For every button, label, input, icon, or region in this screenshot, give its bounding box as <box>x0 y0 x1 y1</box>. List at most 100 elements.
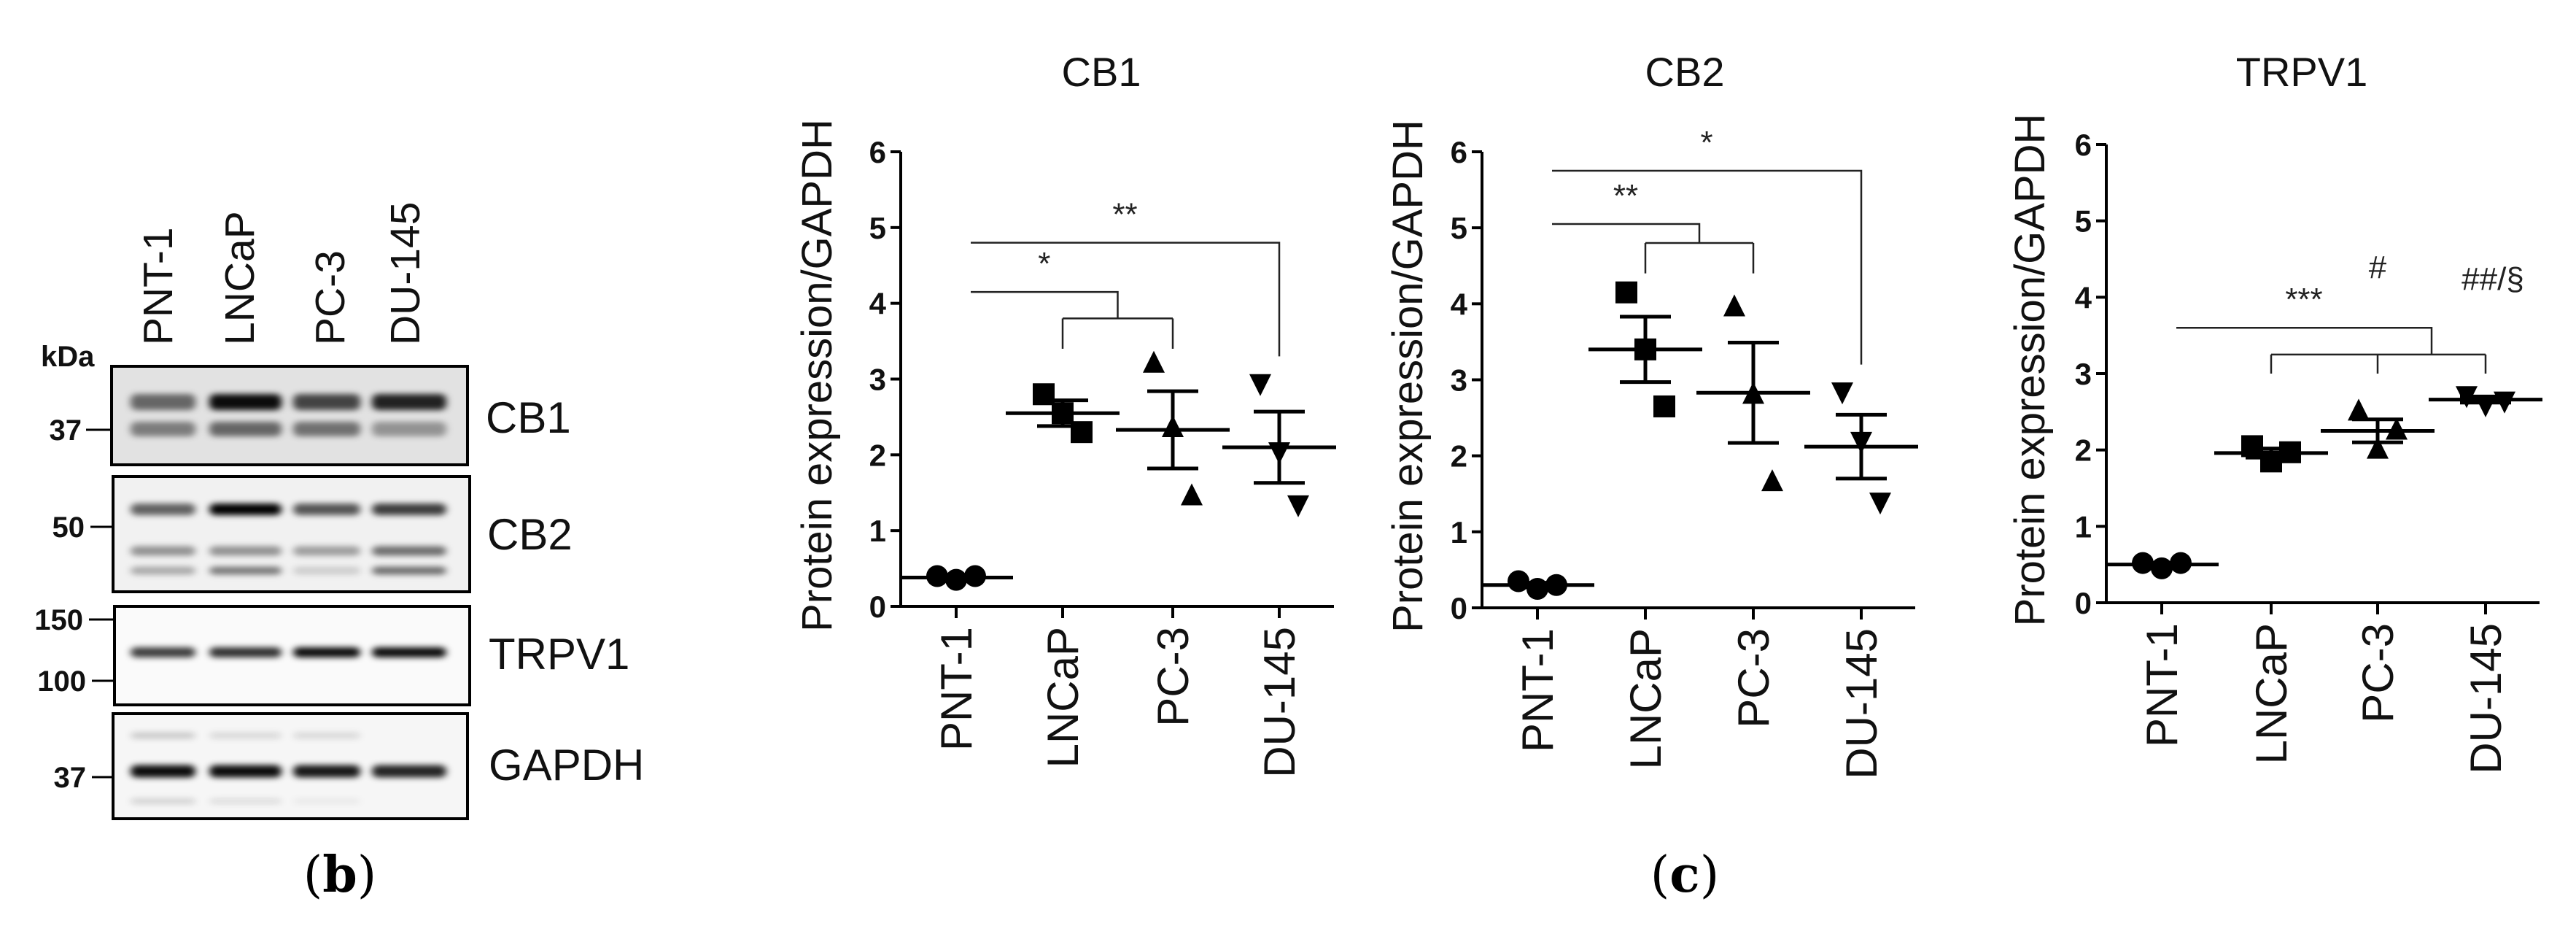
data-point-triangle-up <box>1181 483 1203 506</box>
blot-row-1 <box>113 476 470 592</box>
x-tick-label: LNCaP <box>1039 627 1087 768</box>
data-point-triangle-up <box>1143 350 1165 373</box>
blot-box-cb1 <box>110 365 469 466</box>
marker-37-gapdh: 37 <box>54 762 87 794</box>
marker-50: 50 <box>53 512 85 544</box>
protein-label-gapdh: GAPDH <box>489 741 644 790</box>
blot-band <box>372 503 446 515</box>
data-point-circle <box>2151 557 2173 579</box>
chart-cb2: CB2 Protein expression/GAPDH 0 1 2 3 4 5 6 PNT-1 L… <box>1384 49 1918 779</box>
data-point-triangle-down <box>1869 493 1891 515</box>
blot-band <box>293 647 360 657</box>
y-axis-label: Protein expression/GAPDH <box>794 119 841 632</box>
protein-label-trpv1: TRPV1 <box>489 630 629 679</box>
blot-band <box>209 765 282 778</box>
significance-label: # <box>2369 250 2387 285</box>
blot-band <box>131 765 195 778</box>
blot-band <box>372 765 446 778</box>
marker-100: 100 <box>37 665 86 698</box>
blot-band <box>209 566 282 575</box>
protein-label-cb2: CB2 <box>487 510 573 559</box>
blot-band <box>293 546 360 556</box>
blot-band <box>209 422 282 436</box>
data-point-triangle-up <box>1761 469 1783 492</box>
blot-band <box>293 503 360 515</box>
y-axis-label: Protein expression/GAPDH <box>1384 120 1432 633</box>
y-tick-label: 2 <box>1451 439 1467 474</box>
blot-band <box>372 566 446 575</box>
significance-label: ** <box>1613 178 1638 214</box>
significance-label: ** <box>1112 197 1137 233</box>
panel-label-c: (c) <box>1650 846 1719 904</box>
y-tick-label: 2 <box>2075 433 2092 468</box>
x-tick-label: PNT-1 <box>1513 628 1562 752</box>
y-tick-label: 5 <box>2075 204 2092 239</box>
marker-37-cb1: 37 <box>50 414 82 447</box>
mw-markers <box>86 428 115 779</box>
chart-trpv1: TRPV1 Protein expression/GAPDH 0 1 2 3 4 5 6 PNT-… <box>2006 49 2542 774</box>
x-tick-label: DU-145 <box>1837 628 1886 779</box>
blot-box-cb2 <box>112 475 471 593</box>
significance-label: *** <box>2285 282 2322 317</box>
blot-band <box>209 503 282 515</box>
protein-label-cb1: CB1 <box>486 393 571 442</box>
quantification-panel: CB1 Protein expression/GAPDH 0 1 2 3 4 5 6 PNT-1 L… <box>794 49 2542 779</box>
blot-band <box>131 394 195 410</box>
x-tick-label: PC-3 <box>1149 627 1198 727</box>
lane-label-lncap: LNCaP <box>217 211 263 345</box>
y-tick-label: 5 <box>869 211 886 245</box>
y-tick-label: 3 <box>869 363 886 397</box>
blot-row-3 <box>113 714 468 819</box>
significance-bracket <box>971 242 1281 357</box>
x-tick-label: DU-145 <box>2461 623 2510 774</box>
data-point-triangle-down <box>1831 382 1853 405</box>
y-tick-label: 0 <box>2075 586 2092 620</box>
x-tick-label: PNT-1 <box>2138 623 2187 747</box>
blot-band <box>293 394 360 410</box>
lane-label-du145: DU-145 <box>382 202 429 345</box>
lane-label-pnt1: PNT-1 <box>135 227 182 345</box>
blot-band <box>209 546 282 556</box>
x-tick-label: PC-3 <box>1729 628 1778 728</box>
lane-label-pc3: PC-3 <box>307 250 354 345</box>
significance-bracket <box>1552 169 1863 365</box>
y-tick-label: 1 <box>1451 515 1467 549</box>
data-point-triangle-up <box>1723 294 1745 317</box>
data-point-square <box>1653 395 1675 417</box>
x-tick-label: DU-145 <box>1255 627 1304 778</box>
significance-label: ##/§ <box>2461 261 2524 297</box>
y-tick-label: 4 <box>1451 287 1468 321</box>
blot-band <box>372 647 446 657</box>
y-tick-label: 4 <box>2075 280 2092 314</box>
blot-box-gapdh <box>112 712 469 820</box>
blot-row-2 <box>115 606 470 705</box>
blot-band <box>209 798 282 804</box>
significance-bracket <box>971 290 1174 349</box>
blot-band <box>131 503 195 515</box>
blot-band <box>131 566 195 575</box>
panel-label-b: (b) <box>303 846 377 904</box>
data-point-square <box>1615 281 1637 304</box>
blot-band <box>372 394 446 410</box>
blot-row-0 <box>112 366 468 465</box>
chart-cb1: CB1 Protein expression/GAPDH 0 1 2 3 4 5 6 PNT-1 L… <box>794 49 1336 778</box>
x-tick-label: LNCaP <box>1621 628 1670 769</box>
y-tick-label: 1 <box>2075 509 2092 544</box>
kda-label: kDa <box>41 341 95 373</box>
data-point-triangle-down <box>1249 374 1271 396</box>
blot-band <box>209 647 282 657</box>
y-tick-label: 6 <box>2075 128 2092 162</box>
blot-box-trpv1 <box>113 605 471 706</box>
significance-bracket <box>2176 326 2487 374</box>
blot-band <box>209 732 282 739</box>
x-tick-label: PC-3 <box>2354 623 2402 723</box>
marker-150: 150 <box>34 604 83 636</box>
y-tick-label: 2 <box>869 438 886 472</box>
y-tick-label: 3 <box>2075 357 2092 391</box>
y-tick-label: 6 <box>1451 135 1467 169</box>
data-point-triangle-up <box>2348 398 2370 421</box>
blot-band <box>372 546 446 556</box>
significance-label: * <box>1038 246 1050 282</box>
x-tick-label: PNT-1 <box>932 627 981 751</box>
